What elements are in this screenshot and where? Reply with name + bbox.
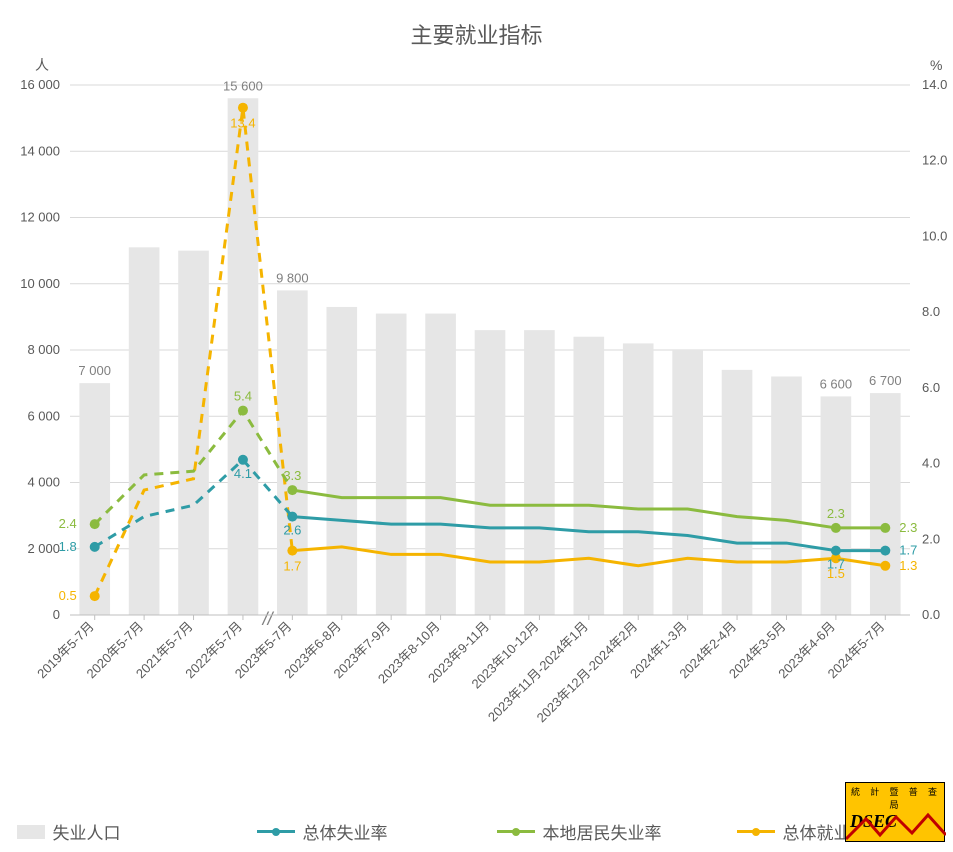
legend-local-label: 本地居民失业率 bbox=[543, 819, 662, 844]
swatch-overall bbox=[257, 830, 295, 833]
svg-text:8 000: 8 000 bbox=[27, 342, 60, 357]
svg-text:4 000: 4 000 bbox=[27, 475, 60, 490]
svg-text:16 000: 16 000 bbox=[20, 77, 60, 92]
svg-text:2 000: 2 000 bbox=[27, 541, 60, 556]
svg-text:2.6: 2.6 bbox=[283, 523, 301, 538]
svg-text:14 000: 14 000 bbox=[20, 143, 60, 158]
chart-area: 0 2 000 4 000 6 000 8 000 10 000 12 000 14 000 1… bbox=[0, 55, 953, 735]
svg-text:0: 0 bbox=[53, 607, 60, 622]
swatch-bars bbox=[17, 825, 45, 839]
legend-bars-label: 失业人口 bbox=[53, 819, 121, 844]
svg-text:1.8: 1.8 bbox=[59, 539, 77, 554]
svg-text:0.0: 0.0 bbox=[922, 607, 940, 622]
legend-overall-label: 总体失业率 bbox=[303, 819, 388, 844]
svg-text:10.0: 10.0 bbox=[922, 228, 947, 243]
svg-text://: // bbox=[261, 609, 275, 629]
legend-local: 本地居民失业率 bbox=[497, 819, 697, 844]
legend: 失业人口 总体失业率 本地居民失业率 总体就业不足率 bbox=[0, 819, 953, 844]
legend-overall: 总体失业率 bbox=[257, 819, 457, 844]
svg-text:6.0: 6.0 bbox=[922, 380, 940, 395]
chart-title: 主要就业指标 bbox=[0, 0, 953, 50]
svg-text:1.7: 1.7 bbox=[827, 557, 845, 572]
logo-top-text: 統 計 暨 普 查 局 bbox=[846, 783, 944, 811]
svg-text:1.7: 1.7 bbox=[899, 543, 917, 558]
svg-text:10 000: 10 000 bbox=[20, 276, 60, 291]
svg-text:14.0: 14.0 bbox=[922, 77, 947, 92]
svg-text:5.4: 5.4 bbox=[234, 389, 252, 404]
svg-text:1.3: 1.3 bbox=[899, 558, 917, 573]
svg-text:13.4: 13.4 bbox=[230, 116, 255, 131]
svg-text:3.3: 3.3 bbox=[283, 468, 301, 483]
svg-text:9 800: 9 800 bbox=[276, 270, 309, 285]
svg-text:1.7: 1.7 bbox=[283, 559, 301, 574]
svg-text:2023年11月-2024年1月: 2023年11月-2024年1月 bbox=[485, 619, 591, 725]
svg-text:7 000: 7 000 bbox=[78, 363, 111, 378]
svg-text:2.3: 2.3 bbox=[899, 520, 917, 535]
svg-text:4.0: 4.0 bbox=[922, 456, 940, 471]
svg-text:2.0: 2.0 bbox=[922, 531, 940, 546]
dsec-logo: 統 計 暨 普 查 局 DSEC bbox=[845, 782, 945, 842]
svg-text:12.0: 12.0 bbox=[922, 153, 947, 168]
svg-text:8.0: 8.0 bbox=[922, 304, 940, 319]
svg-text:6 600: 6 600 bbox=[820, 376, 853, 391]
swatch-local bbox=[497, 830, 535, 833]
svg-text:%: % bbox=[930, 57, 942, 73]
svg-text:4.1: 4.1 bbox=[234, 466, 252, 481]
svg-text:12 000: 12 000 bbox=[20, 210, 60, 225]
svg-text:2.3: 2.3 bbox=[827, 506, 845, 521]
chart-svg: 0 2 000 4 000 6 000 8 000 10 000 12 000 14 000 1… bbox=[0, 55, 953, 735]
svg-text:6 000: 6 000 bbox=[27, 408, 60, 423]
legend-bars: 失业人口 bbox=[17, 819, 217, 844]
svg-text:人: 人 bbox=[35, 57, 49, 73]
swatch-underemp bbox=[737, 830, 775, 833]
svg-text:6 700: 6 700 bbox=[869, 373, 902, 388]
svg-text:0.5: 0.5 bbox=[59, 588, 77, 603]
svg-text:2.4: 2.4 bbox=[59, 516, 77, 531]
svg-text:2023年12月-2024年2月: 2023年12月-2024年2月 bbox=[534, 619, 641, 726]
svg-text:15 600: 15 600 bbox=[223, 78, 263, 93]
